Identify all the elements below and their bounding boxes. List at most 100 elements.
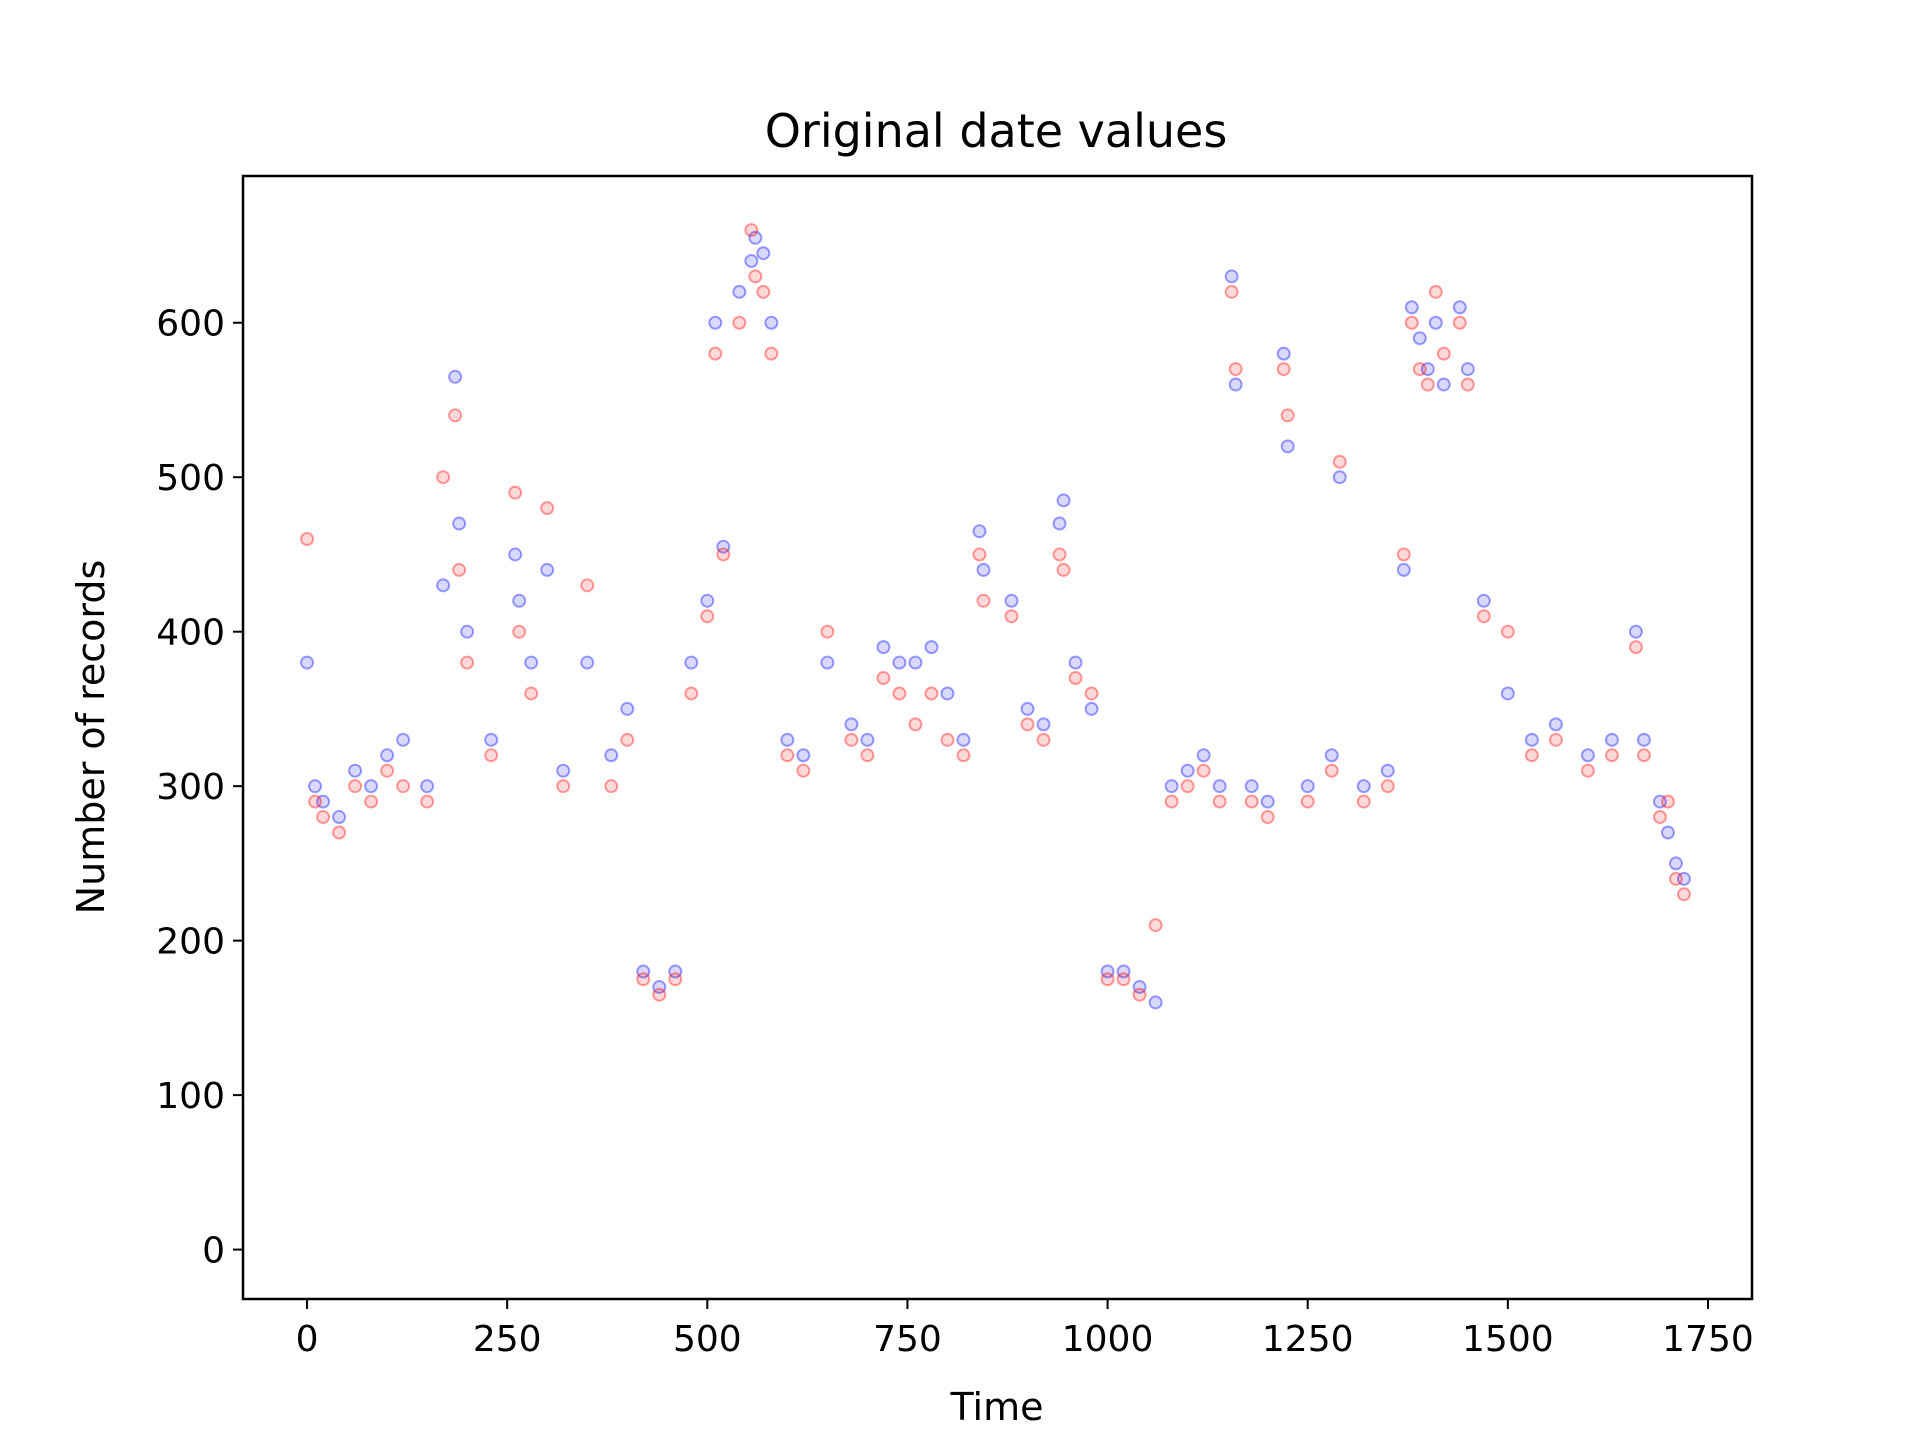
scatter-point xyxy=(436,470,451,485)
scatter-point xyxy=(1276,346,1291,361)
scatter-point xyxy=(448,408,463,423)
scatter-point xyxy=(1056,562,1071,577)
scatter-point xyxy=(1396,562,1411,577)
scatter-point xyxy=(1428,284,1443,299)
scatter-point xyxy=(764,315,779,330)
scatter-point xyxy=(956,748,971,763)
scatter-point xyxy=(708,346,723,361)
scatter-point xyxy=(1580,748,1595,763)
scatter-point xyxy=(1036,717,1051,732)
scatter-point xyxy=(580,578,595,593)
y-tick-label: 400 xyxy=(156,613,225,654)
scatter-point xyxy=(1100,972,1115,987)
scatter-point xyxy=(1212,779,1227,794)
scatter-point xyxy=(1324,763,1339,778)
scatter-point xyxy=(668,964,683,979)
y-axis-label: Number of records xyxy=(69,560,113,915)
scatter-point xyxy=(1212,794,1227,809)
scatter-point xyxy=(512,624,527,639)
scatter-point xyxy=(540,501,555,516)
scatter-point xyxy=(364,779,379,794)
scatter-point xyxy=(1116,964,1131,979)
y-tick-label: 300 xyxy=(156,767,225,808)
scatter-point xyxy=(380,763,395,778)
scatter-point xyxy=(1196,748,1211,763)
scatter-point xyxy=(524,686,539,701)
scatter-point xyxy=(484,732,499,747)
scatter-point xyxy=(1356,779,1371,794)
scatter-point xyxy=(796,763,811,778)
scatter-point xyxy=(1652,810,1667,825)
scatter-point xyxy=(1324,748,1339,763)
scatter-point xyxy=(1052,516,1067,531)
scatter-point xyxy=(1260,810,1275,825)
scatter-point xyxy=(1148,918,1163,933)
x-tick-label: 250 xyxy=(473,1319,542,1360)
scatter-point xyxy=(700,593,715,608)
scatter-point xyxy=(1604,748,1619,763)
scatter-point xyxy=(1460,362,1475,377)
scatter-point xyxy=(448,369,463,384)
scatter-point xyxy=(1180,779,1195,794)
y-tick-label: 500 xyxy=(156,458,225,499)
scatter-point xyxy=(332,810,347,825)
scatter-point xyxy=(636,964,651,979)
scatter-point xyxy=(1280,439,1295,454)
scatter-point xyxy=(556,763,571,778)
scatter-point xyxy=(716,547,731,562)
scatter-point xyxy=(1404,315,1419,330)
x-tick-label: 1500 xyxy=(1462,1319,1554,1360)
scatter-point xyxy=(860,748,875,763)
scatter-point xyxy=(1668,871,1683,886)
y-tick-label: 0 xyxy=(202,1231,225,1272)
scatter-point xyxy=(1404,300,1419,315)
scatter-point xyxy=(1524,732,1539,747)
scatter-point xyxy=(1084,701,1099,716)
scatter-point xyxy=(460,624,475,639)
scatter-point xyxy=(1500,624,1515,639)
scatter-point xyxy=(1380,779,1395,794)
scatter-point xyxy=(940,686,955,701)
scatter-point xyxy=(1100,964,1115,979)
scatter-point xyxy=(732,284,747,299)
scatter-point xyxy=(540,562,555,577)
scatter-point xyxy=(348,763,363,778)
scatter-point xyxy=(1164,779,1179,794)
scatter-point xyxy=(1224,269,1239,284)
scatter-point xyxy=(1476,593,1491,608)
scatter-point xyxy=(684,686,699,701)
scatter-point xyxy=(780,732,795,747)
scatter-point xyxy=(844,717,859,732)
chart-title: Original date values xyxy=(765,104,1228,158)
scatter-point xyxy=(1244,779,1259,794)
scatter-point xyxy=(892,686,907,701)
scatter-point xyxy=(524,655,539,670)
scatter-point xyxy=(316,794,331,809)
scatter-point xyxy=(976,562,991,577)
y-tick-label: 600 xyxy=(156,304,225,345)
scatter-points xyxy=(300,223,1691,1010)
scatter-point xyxy=(940,732,955,747)
scatter-point xyxy=(1332,470,1347,485)
scatter-point xyxy=(460,655,475,670)
scatter-point xyxy=(716,539,731,554)
scatter-point xyxy=(708,315,723,330)
x-tick-label: 1750 xyxy=(1662,1319,1754,1360)
scatter-point xyxy=(700,609,715,624)
scatter-point xyxy=(748,269,763,284)
scatter-point xyxy=(604,748,619,763)
x-tick-label: 1000 xyxy=(1062,1319,1154,1360)
scatter-point xyxy=(976,593,991,608)
scatter-point xyxy=(300,655,315,670)
scatter-point xyxy=(1084,686,1099,701)
scatter-point xyxy=(300,532,315,547)
scatter-point xyxy=(956,732,971,747)
scatter-point xyxy=(1052,547,1067,562)
scatter-point xyxy=(1164,794,1179,809)
scatter-point xyxy=(1676,887,1691,902)
scatter-point xyxy=(780,748,795,763)
scatter-point xyxy=(972,524,987,539)
y-tick-label: 200 xyxy=(156,922,225,963)
scatter-point xyxy=(508,547,523,562)
scatter-point xyxy=(908,717,923,732)
